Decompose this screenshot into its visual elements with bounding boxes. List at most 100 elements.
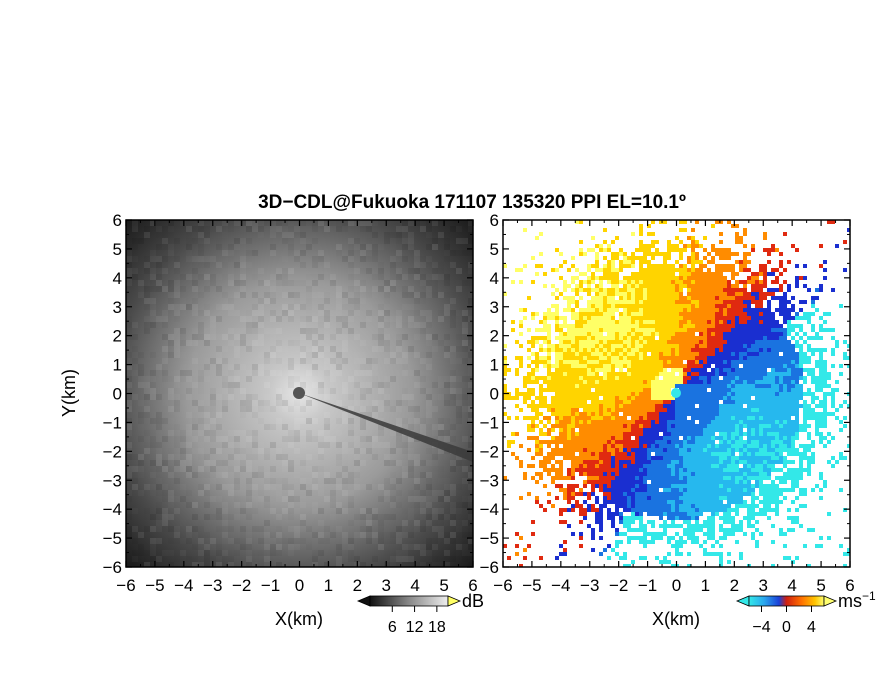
snr-cell [240,364,246,370]
velocity-cell [691,416,695,420]
velocity-cell [779,404,783,408]
snr-cell [234,352,240,358]
snr-cell [360,256,366,262]
velocity-cell [567,336,571,340]
velocity-cell [767,348,771,352]
velocity-cell [767,380,771,384]
velocity-cell [687,432,691,436]
velocity-cell [539,432,543,436]
snr-cell [264,298,270,304]
snr-cell [126,238,132,244]
snr-cell [354,472,360,478]
snr-cell [168,496,174,502]
velocity-cell [707,356,711,360]
velocity-cell [823,320,827,324]
velocity-cell [819,388,823,392]
snr-cell [378,262,384,268]
snr-cell [216,544,222,550]
snr-cell [354,280,360,286]
velocity-cell [727,360,731,364]
snr-cell [312,466,318,472]
x-tick-label: −1 [261,576,280,595]
velocity-cell [731,336,735,340]
snr-cell [426,394,432,400]
velocity-cell [675,280,679,284]
snr-cell [324,478,330,484]
snr-cell [372,412,378,418]
snr-cell [402,274,408,280]
velocity-cell [639,328,643,332]
velocity-cell [783,420,787,424]
velocity-cell [719,252,723,256]
velocity-cell [671,300,675,304]
velocity-cell [783,364,787,368]
velocity-cell [831,388,835,392]
velocity-cell [771,400,775,404]
velocity-cell [531,416,535,420]
velocity-cell [679,316,683,320]
snr-cell [348,274,354,280]
velocity-cell [667,328,671,332]
velocity-cell [667,424,671,428]
velocity-cell [523,416,527,420]
velocity-cell [723,424,727,428]
velocity-cell [583,332,587,336]
snr-cell [402,508,408,514]
velocity-cell [523,380,527,384]
velocity-cell [659,408,663,412]
velocity-cell [771,280,775,284]
snr-cell [228,298,234,304]
velocity-cell [783,396,787,400]
velocity-cell [735,300,739,304]
snr-cell [204,532,210,538]
velocity-cell [727,332,731,336]
velocity-cell [671,244,675,248]
snr-cell [438,250,444,256]
velocity-cell [795,340,799,344]
snr-cell [396,268,402,274]
velocity-cell [747,380,751,384]
snr-cell [378,334,384,340]
snr-cell [234,538,240,544]
velocity-cell [515,340,519,344]
velocity-cell [823,404,827,408]
velocity-cell [623,356,627,360]
velocity-cell [771,324,775,328]
velocity-cell [655,380,659,384]
velocity-cell [651,304,655,308]
velocity-cell [603,248,607,252]
velocity-cell [751,336,755,340]
velocity-cell [651,328,655,332]
velocity-cell [791,428,795,432]
snr-cell [210,316,216,322]
velocity-cell [747,432,751,436]
velocity-cell [743,380,747,384]
velocity-cell [627,288,631,292]
snr-cell [168,430,174,436]
snr-cell [216,496,222,502]
snr-cell [426,544,432,550]
snr-cell [228,394,234,400]
velocity-cell [719,388,723,392]
snr-cell [360,220,366,226]
velocity-cell [671,376,675,380]
velocity-cell [611,260,615,264]
velocity-cell [699,316,703,320]
snr-cell [318,304,324,310]
snr-cell [348,256,354,262]
snr-cell [234,478,240,484]
velocity-cell [787,348,791,352]
velocity-cell [743,332,747,336]
velocity-cell [655,308,659,312]
velocity-cell [643,352,647,356]
velocity-cell [603,356,607,360]
velocity-cell [675,276,679,280]
velocity-cell [731,304,735,308]
velocity-cell [587,308,591,312]
snr-cell [288,538,294,544]
velocity-cell [591,316,595,320]
velocity-cell [531,280,535,284]
velocity-cell [567,268,571,272]
velocity-cell [539,348,543,352]
